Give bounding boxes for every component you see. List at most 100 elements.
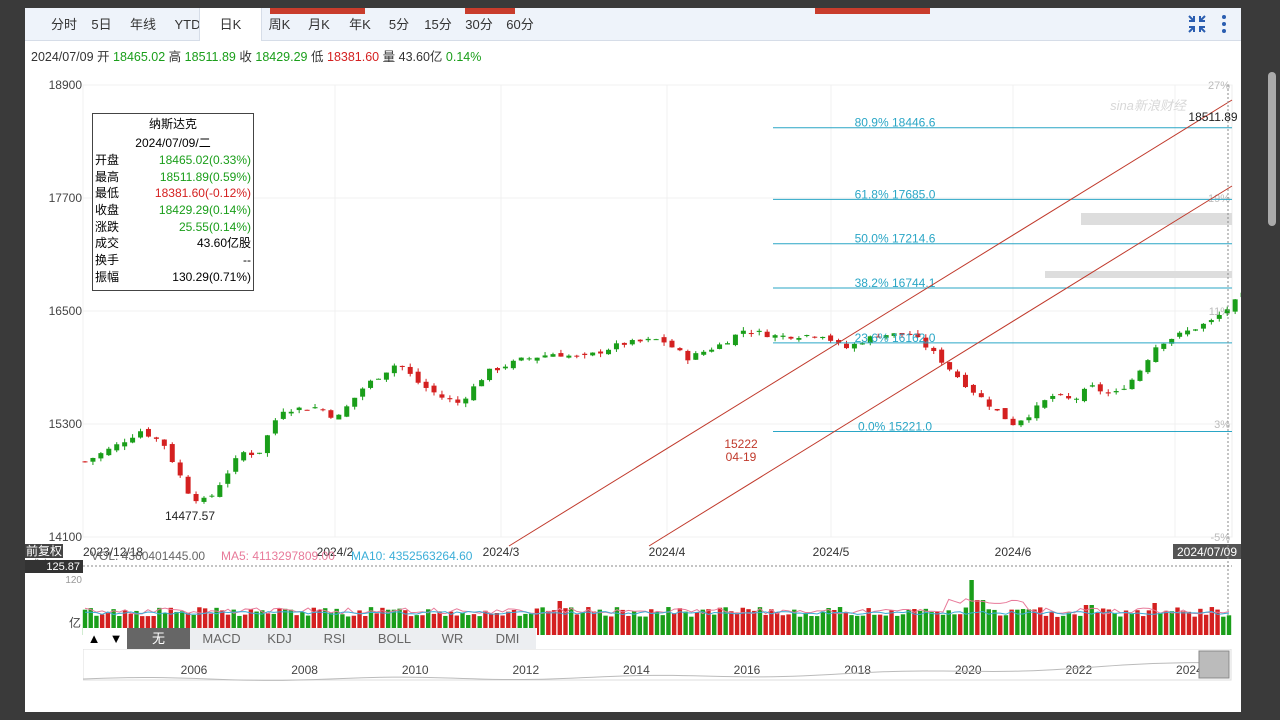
tab-0[interactable]: 分时 [50, 17, 77, 32]
ma10-label: MA10: 4352563264.60 [351, 549, 473, 563]
volume-bar [414, 615, 419, 635]
volume-bar [1032, 609, 1037, 635]
fib-label: 61.8% 17685.0 [855, 187, 936, 201]
volume-bar [586, 607, 591, 635]
volume-bar [1186, 611, 1192, 635]
tab-1[interactable]: 5日 [91, 17, 112, 32]
candle [796, 338, 802, 340]
indicator-tab-8[interactable]: DMI [479, 628, 537, 649]
fib-label: 38.2% 16744.1 [855, 276, 936, 290]
tab-6[interactable]: 月K [308, 17, 330, 32]
candle [1169, 338, 1175, 344]
volume-bar [551, 610, 557, 635]
volume-bar [1221, 616, 1226, 635]
candle [701, 351, 707, 355]
volume-bar [1163, 610, 1169, 635]
indicator-tab-7[interactable]: WR [426, 628, 480, 649]
tab-2[interactable]: 年线 [129, 17, 156, 32]
volume-bar [294, 615, 299, 635]
candle [526, 358, 532, 360]
volume-bar [1078, 615, 1083, 635]
candle [606, 349, 612, 355]
page-scrollbar[interactable] [1268, 72, 1276, 226]
candle [280, 411, 286, 419]
candle [304, 409, 310, 411]
volume-bar [580, 612, 585, 635]
indicator-tab-0[interactable]: ▲ [83, 628, 106, 649]
tooltip-value: 18465.02(0.33%) [158, 153, 251, 167]
candle [241, 452, 247, 461]
candle [820, 336, 826, 339]
volume-bar [145, 616, 151, 635]
volume-bar [980, 600, 986, 635]
fuquan-badge [25, 544, 63, 558]
volume-bar [506, 611, 511, 635]
volume-bar [569, 607, 574, 635]
exit-fullscreen-icon[interactable] [1187, 14, 1207, 34]
navigator-handle[interactable] [1198, 650, 1230, 679]
volume-bar [1118, 616, 1123, 635]
volume-bar [99, 614, 105, 635]
volume-bar [1192, 616, 1197, 635]
volume-bar [734, 612, 740, 635]
candle [867, 336, 873, 343]
tab-9[interactable]: 15分 [424, 17, 452, 32]
volume-bar [712, 614, 717, 635]
volume-bar [168, 607, 173, 635]
volume-bar [597, 609, 602, 635]
tab-3[interactable]: YTD [174, 17, 201, 32]
x-tick-label: 2024/6 [995, 545, 1032, 559]
indicator-tab-3[interactable]: MACD [190, 628, 254, 649]
indicator-tab-4[interactable]: KDJ [253, 628, 307, 649]
candle [836, 340, 842, 343]
candle [828, 335, 834, 341]
volume-bar [929, 612, 934, 635]
indicator-tab-2[interactable]: 无 [127, 628, 191, 649]
candle [891, 333, 897, 336]
volume-bar [649, 609, 654, 635]
volume-bar [426, 609, 431, 635]
tooltip-value: 18429.29(0.14%) [158, 203, 251, 218]
candle [145, 428, 151, 437]
high-label: 高 [168, 50, 182, 64]
tab-4[interactable]: 日K [199, 8, 262, 41]
indicator-tab-5[interactable]: RSI [306, 628, 364, 649]
volume-bar [774, 612, 780, 635]
volume-bar [197, 607, 202, 635]
tab-7[interactable]: 年K [349, 17, 371, 32]
volume-bar [334, 608, 339, 635]
indicator-tab-6[interactable]: BOLL [363, 628, 427, 649]
volume-bar [477, 616, 482, 635]
candle [1185, 330, 1191, 335]
tab-5[interactable]: 周K [268, 17, 291, 32]
candle [875, 336, 881, 338]
candle [542, 355, 548, 358]
navigator-year: 2020 [955, 663, 982, 677]
candle [415, 371, 421, 383]
volume-bar [563, 608, 568, 635]
volume-bar [1060, 615, 1066, 635]
kline-chart[interactable]: 18900 27%17700 19%16500 11%15300 3%14100 -5%2… [25, 68, 1241, 712]
tab-8[interactable]: 5分 [388, 17, 410, 32]
volume-bar [1215, 609, 1220, 635]
volume-bar [431, 613, 437, 635]
indicator-tab-1[interactable]: ▼ [105, 628, 128, 649]
candle [1137, 370, 1143, 381]
candle [328, 410, 334, 418]
volume-bar [460, 612, 465, 635]
max-price-label: 18511.89 [1188, 110, 1237, 124]
volume-bar [1100, 608, 1106, 635]
tab-10[interactable]: 30分 [465, 17, 493, 32]
volume-bar [174, 611, 179, 635]
more-menu-icon[interactable] [1218, 13, 1230, 35]
candle [1121, 388, 1127, 390]
low-value: 18381.60 [327, 50, 380, 64]
tab-11[interactable]: 60分 [506, 17, 534, 32]
candle [407, 366, 413, 374]
volume-bar [1175, 607, 1180, 635]
volume-bar [855, 615, 860, 635]
volume-bar [1158, 612, 1163, 635]
history-navigator[interactable]: 2006 2008 2010 2012 2014 2016 2018 2020 2022 2024 [83, 649, 1233, 681]
candle [669, 340, 675, 348]
volume-bar [151, 615, 156, 635]
